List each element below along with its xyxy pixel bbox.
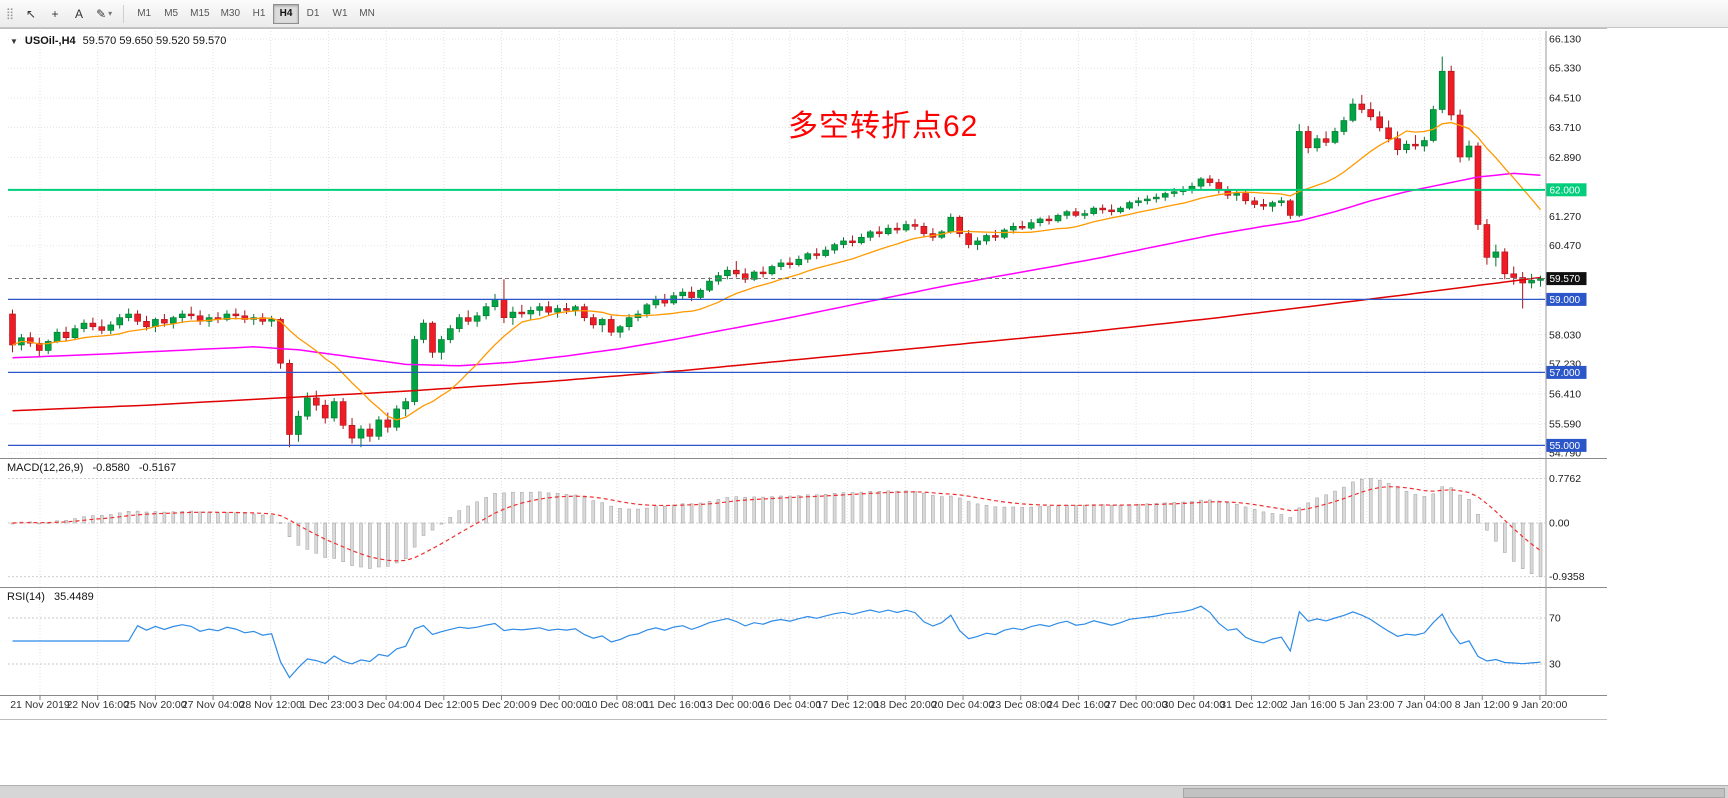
time-axis-label: 27 Dec 00:00 <box>1105 699 1168 711</box>
time-axis-label: 10 Dec 08:00 <box>586 699 649 711</box>
chart-canvas[interactable]: 66.130 65.330 64.510 63.710 62.890 61.270 60.4… <box>0 29 1607 719</box>
price-axis-label: 64.510 <box>1549 93 1581 105</box>
macd-value: -0.8580 <box>92 462 130 474</box>
time-axis-label: 18 Dec 20:00 <box>874 699 937 711</box>
timeframe-h4-button[interactable]: H4 <box>273 3 300 24</box>
level-59.000-badge-label: 59.000 <box>1550 295 1581 306</box>
time-axis-label: 8 Jan 12:00 <box>1455 699 1510 711</box>
time-axis-label: 2 Jan 16:00 <box>1282 699 1337 711</box>
time-axis-label: 30 Dec 04:00 <box>1163 699 1226 711</box>
macd-axis-label: -0.9358 <box>1549 571 1585 583</box>
time-axis-label: 23 Dec 08:00 <box>989 699 1052 711</box>
time-axis-label: 24 Dec 16:00 <box>1047 699 1110 711</box>
symbol-period-label: USOil-,H4 <box>24 35 76 47</box>
time-axis-label: 4 Dec 12:00 <box>416 699 473 711</box>
chart-window[interactable]: 66.130 65.330 64.510 63.710 62.890 61.270 60.4… <box>0 28 1607 720</box>
time-axis-label: 11 Dec 16:00 <box>644 699 706 711</box>
level-57.000-badge <box>1546 365 1587 379</box>
chart-title: ▼ USOil-,H4 59.570 59.650 59.520 59.570 <box>10 35 226 47</box>
candles-layer <box>9 56 1544 448</box>
level-62.000-badge-label: 62.000 <box>1550 185 1581 196</box>
price-axis-label: 60.470 <box>1549 240 1581 252</box>
timeframe-m15-button[interactable]: M15 <box>185 4 214 24</box>
macd-axis-label: 0.7762 <box>1549 473 1581 485</box>
level-59.000-badge <box>1546 292 1587 306</box>
rsi-axis-label: 70 <box>1549 613 1561 625</box>
time-axis-label: 5 Jan 23:00 <box>1339 699 1394 711</box>
timeframe-m1-button[interactable]: M1 <box>131 4 157 24</box>
timeframe-d1-button[interactable]: D1 <box>300 4 326 24</box>
cursor-tool-button[interactable]: ↖ <box>20 3 42 25</box>
ohlc-values: 59.570 59.650 59.520 59.570 <box>82 35 227 47</box>
chart-dropdown-icon[interactable]: ▼ <box>10 36 18 46</box>
tool-buttons: ↖ + A ✎ ▾ <box>20 3 116 25</box>
time-axis-label: 20 Dec 04:00 <box>932 699 995 711</box>
level-62.000-badge <box>1546 183 1587 197</box>
macd-indicator-label: MACD(12,26,9) -0.8580 -0.5167 <box>7 462 182 474</box>
price-axis-label: 62.890 <box>1549 152 1581 164</box>
price-levels[interactable] <box>8 188 1545 447</box>
toolbar-separator <box>123 4 125 23</box>
level-55.000-badge <box>1546 438 1587 452</box>
macd-panel <box>10 478 1543 577</box>
time-axis-label: 9 Jan 20:00 <box>1512 699 1567 711</box>
time-axis-label: 27 Nov 04:00 <box>182 699 245 711</box>
time-axis-label: 16 Dec 04:00 <box>759 699 822 711</box>
timeframe-buttons: M1 M5 M15 M30 H1 H4 D1 W1 MN <box>131 3 380 24</box>
grid-lines <box>8 31 1545 700</box>
level-57.000-badge-label: 57.000 <box>1550 368 1581 379</box>
toolbar-grip-icon[interactable]: ⣿ <box>6 8 15 20</box>
dropdown-arrow-icon: ▾ <box>108 9 113 18</box>
text-tool-button[interactable]: A <box>68 3 90 25</box>
time-axis-label: 3 Dec 04:00 <box>358 699 415 711</box>
level-55.000-badge-label: 55.000 <box>1550 441 1581 452</box>
timeframe-m5-button[interactable]: M5 <box>158 4 184 24</box>
time-axis-label: 31 Dec 12:00 <box>1220 699 1283 711</box>
draw-tool-button[interactable]: ✎ ▾ <box>92 3 116 25</box>
time-axis-label: 17 Dec 12:00 <box>816 699 879 711</box>
timeframe-m30-button[interactable]: M30 <box>216 4 245 24</box>
time-axis-label: 22 Nov 16:00 <box>66 699 129 711</box>
time-axis-label: 28 Nov 12:00 <box>240 699 303 711</box>
horizontal-scrollbar[interactable] <box>0 785 1728 798</box>
macd-signal-value: -0.5167 <box>138 462 177 474</box>
macd-axis-label: 0.00 <box>1549 518 1570 530</box>
crosshair-tool-button[interactable]: + <box>44 3 66 25</box>
price-axis[interactable]: 66.130 65.330 64.510 63.710 62.890 61.270 60.4… <box>1546 34 1587 671</box>
current-price-badge <box>1546 272 1587 286</box>
moving-averages <box>12 121 1541 421</box>
price-axis-label: 56.410 <box>1549 388 1581 400</box>
price-axis-label: 61.270 <box>1549 211 1581 223</box>
panel-separators[interactable] <box>0 31 1607 696</box>
macd-name: MACD(12,26,9) <box>7 462 84 474</box>
price-axis-label: 63.710 <box>1549 122 1581 134</box>
price-axis-label: 65.330 <box>1549 63 1581 75</box>
rsi-axis-label: 30 <box>1549 659 1561 671</box>
time-axis-label: 25 Nov 20:00 <box>124 699 187 711</box>
time-axis-label: 5 Dec 20:00 <box>473 699 530 711</box>
time-axis-label: 9 Dec 00:00 <box>531 699 588 711</box>
time-axis-label: 1 Dec 23:00 <box>300 699 357 711</box>
timeframe-w1-button[interactable]: W1 <box>327 4 353 24</box>
price-axis-label: 55.590 <box>1549 418 1581 430</box>
price-axis-label: 58.030 <box>1549 329 1581 341</box>
toolbar: ⣿ ↖ + A ✎ ▾ M1 M5 M15 M30 H1 H4 D1 W1 MN <box>0 0 1728 28</box>
time-axis-label: 13 Dec 00:00 <box>701 699 764 711</box>
rsi-value: 35.4489 <box>53 591 94 603</box>
timeframe-h1-button[interactable]: H1 <box>246 4 272 24</box>
rsi-name: RSI(14) <box>7 591 45 603</box>
rsi-indicator-label: RSI(14) 35.4489 <box>7 591 100 603</box>
chart-annotation-text[interactable]: 多空转折点62 <box>788 110 979 143</box>
rsi-panel <box>12 605 1541 679</box>
time-axis-label: 7 Jan 04:00 <box>1397 699 1452 711</box>
scrollbar-thumb[interactable] <box>1183 788 1725 798</box>
current-price-badge-label: 59.570 <box>1550 274 1581 285</box>
timeframe-mn-button[interactable]: MN <box>354 4 380 24</box>
price-axis-label: 66.130 <box>1549 34 1581 46</box>
time-axis-label: 21 Nov 2019 <box>10 699 70 711</box>
